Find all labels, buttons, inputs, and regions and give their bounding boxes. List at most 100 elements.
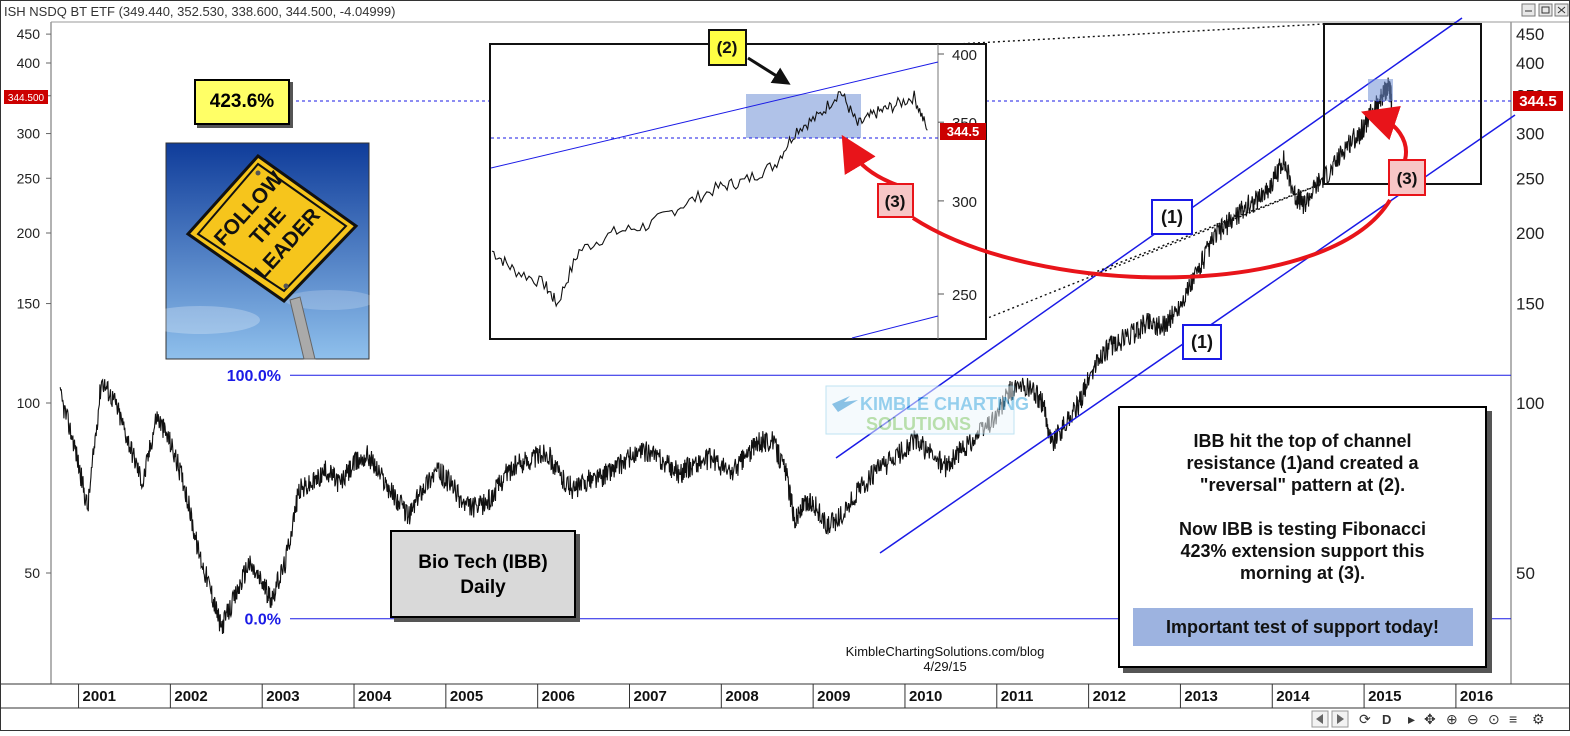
- chart-toolbar[interactable]: ⟳ D ▸ ✥ ⊕ ⊖ ⊙ ≡ ⚙: [1311, 710, 1545, 728]
- y-tick-left: 450: [17, 26, 41, 42]
- support-label-3-right: [1388, 159, 1426, 196]
- left-price-badge: [4, 90, 48, 104]
- watermark-line2: SOLUTIONS: [866, 414, 971, 434]
- year-label: 2006: [542, 688, 575, 705]
- year-label: 2008: [725, 688, 758, 705]
- channel-upper-line: [835, 17, 1463, 459]
- window-controls[interactable]: [1521, 3, 1569, 17]
- inset-price-badge: [940, 123, 986, 140]
- inset-channel-lower: [851, 315, 939, 339]
- watermark: KIMBLE CHARTING SOLUTIONS: [825, 385, 1029, 435]
- menu-icon[interactable]: ≡: [1509, 711, 1517, 727]
- watermark-logo-icon: [832, 396, 858, 412]
- commentary-line3: "reversal" pattern at (2).: [1199, 475, 1406, 495]
- year-label: 2007: [633, 688, 666, 705]
- zoom-reversal-highlight: [1368, 79, 1393, 101]
- period-selector[interactable]: D: [1382, 712, 1391, 727]
- chart-title-box: Bio Tech (IBB) Daily: [390, 530, 576, 618]
- inset-chart: 400350300250 344.5: [489, 43, 987, 340]
- channel-label-lower-text: (1): [1191, 332, 1213, 352]
- channel-label-upper: [1151, 199, 1193, 235]
- year-label: 2013: [1184, 688, 1217, 705]
- inset-tick-label: 400: [952, 47, 977, 64]
- commentary-line4: Now IBB is testing Fibonacci: [1178, 519, 1427, 539]
- y-tick-left: 300: [17, 126, 41, 142]
- channel-label-lower: [1182, 324, 1222, 360]
- y-tick-right: 50: [1516, 564, 1535, 583]
- source-credit: KimbleChartingSolutions.com/blog 4/29/15: [800, 644, 1090, 674]
- inset-channel-upper: [490, 61, 939, 169]
- commentary-line1: IBB hit the top of channel: [1193, 431, 1412, 451]
- commentary-box: IBB hit the top of channel resistance (1…: [1118, 406, 1487, 668]
- y-tick-right: 200: [1516, 224, 1544, 243]
- chart-title-line1: Bio Tech (IBB): [418, 552, 548, 573]
- maximize-icon[interactable]: [1538, 3, 1553, 17]
- year-label: 2012: [1093, 688, 1126, 705]
- y-tick-right: 150: [1516, 295, 1544, 314]
- year-label: 2005: [450, 688, 483, 705]
- reversal-arrow: [747, 56, 791, 85]
- source-date: 4/29/15: [923, 659, 967, 674]
- support-label-3-left-text: (3): [885, 192, 906, 211]
- zoom-connector-bottom: [937, 182, 1325, 339]
- fib-extension-badge: 423.6%: [194, 79, 290, 125]
- symbol-header: ISH NSDQ BT ETF (349.440, 352.530, 338.6…: [4, 4, 395, 19]
- chart-title-line2: Daily: [460, 577, 506, 598]
- year-label: 2003: [266, 688, 299, 705]
- trend-dotted-line: [1087, 184, 1319, 276]
- inset-tick-label: 250: [952, 287, 977, 304]
- warning-sign-icon: [185, 153, 359, 303]
- minimize-icon[interactable]: [1521, 3, 1536, 17]
- y-tick-left: 100: [17, 395, 41, 411]
- y-tick-left: 250: [17, 170, 41, 186]
- highlight-callout: Important test of support today!: [1132, 608, 1473, 646]
- fit-icon[interactable]: ⊙: [1488, 711, 1500, 727]
- year-label: 2015: [1368, 688, 1401, 705]
- reversal-label-2: [708, 29, 747, 66]
- fib-label: 0.0%: [245, 612, 281, 629]
- inset-price-series: [491, 90, 928, 308]
- commentary-line2: resistance (1)and created a: [1186, 453, 1419, 473]
- year-label: 2016: [1460, 688, 1493, 705]
- year-label: 2014: [1276, 688, 1310, 705]
- y-tick-left: 50: [24, 565, 40, 581]
- year-label: 2001: [83, 688, 116, 705]
- zoom-red-arrowhead: [1361, 105, 1408, 161]
- y-tick-left: 150: [17, 296, 41, 312]
- curved-red-arrow: [911, 198, 1392, 280]
- year-label: 2004: [358, 688, 392, 705]
- refresh-icon[interactable]: ⟳: [1359, 711, 1371, 727]
- commentary-line5: 423% extension support this: [1180, 541, 1425, 561]
- y-tick-right: 300: [1516, 125, 1544, 144]
- year-label: 2011: [1001, 688, 1034, 705]
- source-url: KimbleChartingSolutions.com/blog: [845, 644, 1045, 659]
- year-label: 2009: [817, 688, 850, 705]
- x-axis-years: 2001 2002 2003 2004 2005 2006 2007 2008 2009 2010…: [78, 684, 1493, 708]
- price-series: [59, 77, 1393, 635]
- inset-red-arrowhead: [841, 134, 898, 187]
- y-tick-right: 100: [1516, 394, 1544, 413]
- left-price-label: 344.500: [8, 93, 45, 104]
- zoom-out-icon[interactable]: ⊖: [1467, 711, 1479, 727]
- year-label: 2010: [909, 688, 942, 705]
- commentary-line6: morning at (3).: [1240, 563, 1365, 583]
- follow-the-leader-image: FOLLOW THE LEADER: [140, 142, 375, 360]
- next-icon[interactable]: ▸: [1408, 711, 1415, 727]
- right-price-badge: [1513, 91, 1563, 111]
- crosshair-icon[interactable]: ✥: [1424, 711, 1436, 727]
- inset-tick-label: 300: [952, 194, 977, 211]
- reversal-label-2-text: (2): [717, 38, 738, 57]
- y-tick-left: 400: [17, 55, 41, 71]
- y-tick-right: 400: [1516, 54, 1544, 73]
- settings-icon[interactable]: ⚙: [1532, 711, 1545, 727]
- channel-label-upper-text: (1): [1161, 207, 1183, 227]
- y-tick-left: 200: [17, 225, 41, 241]
- inset-price-label: 344.5: [947, 124, 980, 139]
- y-tick-right: 450: [1516, 25, 1544, 44]
- support-label-3-left: [877, 183, 914, 218]
- support-label-3-right-text: (3): [1397, 169, 1418, 188]
- watermark-line1: KIMBLE CHARTING: [860, 394, 1029, 414]
- zoom-in-icon[interactable]: ⊕: [1446, 711, 1458, 727]
